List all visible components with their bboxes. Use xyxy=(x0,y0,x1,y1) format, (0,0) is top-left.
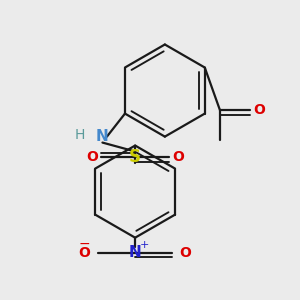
Text: O: O xyxy=(253,103,265,117)
Text: N: N xyxy=(96,129,109,144)
Text: +: + xyxy=(140,240,149,250)
Text: −: − xyxy=(79,237,90,250)
Text: H: H xyxy=(75,128,85,142)
Text: O: O xyxy=(79,245,91,260)
Text: N: N xyxy=(129,245,142,260)
Text: O: O xyxy=(180,245,192,260)
Text: S: S xyxy=(129,148,141,166)
Text: O: O xyxy=(86,150,98,164)
Text: O: O xyxy=(172,150,184,164)
